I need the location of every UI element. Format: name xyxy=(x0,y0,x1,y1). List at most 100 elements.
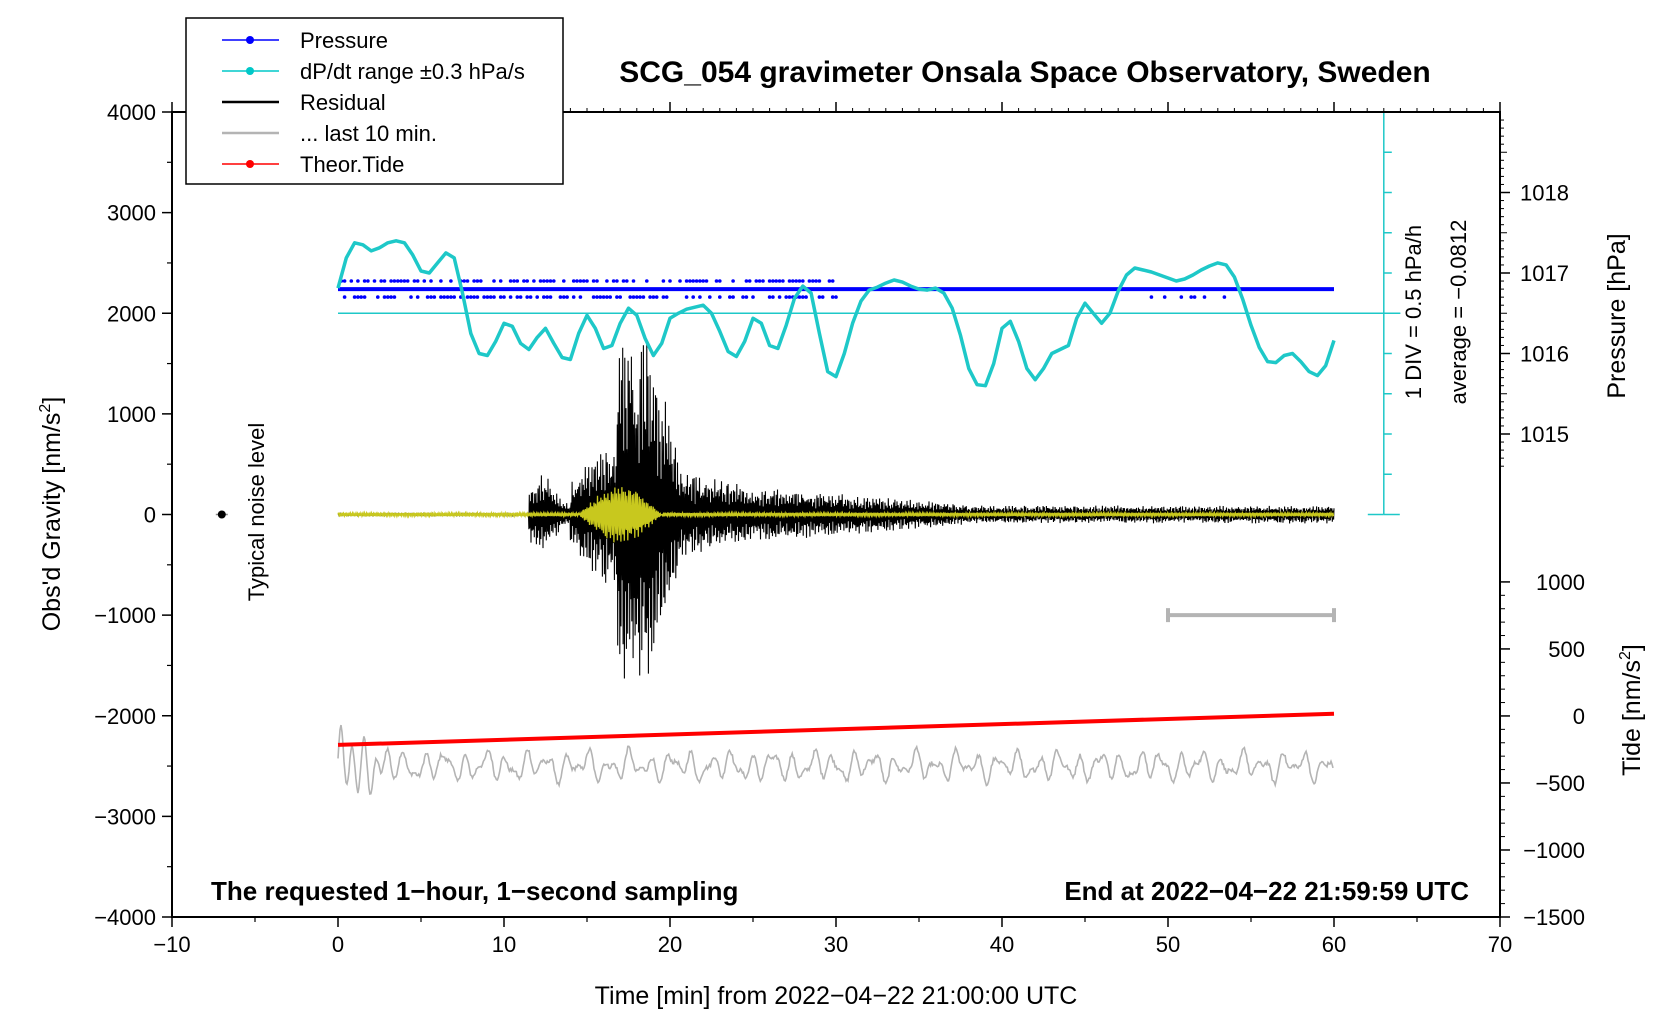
series-last10-line xyxy=(337,724,1334,796)
pressure-dot xyxy=(801,279,805,283)
pressure-dot xyxy=(498,279,503,283)
legend: Pressure dP/dt range ±0.3 hPa/s Residual… xyxy=(185,17,564,185)
pressure-axis-label: Pressure [hPa] xyxy=(1603,233,1631,398)
series-dpdt-line xyxy=(336,239,1336,388)
x-tick-label: 40 xyxy=(990,932,1014,957)
pressure-tick-label: 1018 xyxy=(1520,181,1569,206)
pressure-dot xyxy=(429,279,433,283)
pressure-dot xyxy=(532,279,536,283)
pressure-dot xyxy=(492,279,496,283)
pressure-dot xyxy=(747,279,752,283)
x-tick-label: −10 xyxy=(153,932,190,957)
pressure-dot xyxy=(611,279,616,283)
tide-tick-label: −500 xyxy=(1535,771,1585,796)
pressure-axis-ticks: 1015 1016 1017 1018 xyxy=(1500,119,1569,467)
pressure-dot xyxy=(372,279,377,283)
pressure-dot xyxy=(698,279,702,283)
legend-label-dpdt: dP/dt range ±0.3 hPa/s xyxy=(300,59,525,84)
legend-label-last10: ... last 10 min. xyxy=(300,121,437,146)
legend-label-pressure: Pressure xyxy=(300,28,388,53)
pressure-dot xyxy=(648,295,652,299)
legend-label-residual: Residual xyxy=(300,90,386,115)
pressure-dot xyxy=(631,295,636,299)
pressure-dot xyxy=(399,279,403,283)
pressure-dot xyxy=(386,295,390,299)
pressure-dot xyxy=(820,295,825,299)
pressure-dot xyxy=(668,279,672,283)
legend-entry-residual: Residual xyxy=(222,90,386,115)
pressure-dot xyxy=(362,279,367,283)
pressure-dot xyxy=(651,295,656,299)
pressure-dot xyxy=(515,279,520,283)
pressure-dot xyxy=(565,295,569,299)
pressure-dot xyxy=(525,295,529,299)
pressure-dot xyxy=(704,279,709,283)
pressure-dot xyxy=(807,279,812,283)
pressure-dot xyxy=(485,295,490,299)
pressure-dot xyxy=(359,295,364,299)
pressure-dot xyxy=(542,295,546,299)
tide-axis-label-main: Tide [nm/s xyxy=(1618,660,1646,776)
y-tick-label: 0 xyxy=(144,503,156,528)
bottom-right-annotation: End at 2022−04−22 21:59:59 UTC xyxy=(1064,876,1469,906)
pressure-dot xyxy=(741,295,745,299)
pressure-dot xyxy=(767,295,772,299)
pressure-dot xyxy=(761,279,765,283)
x-tick-label: 60 xyxy=(1322,932,1346,957)
pressure-dot xyxy=(744,295,749,299)
x-tick-label: 10 xyxy=(492,932,516,957)
pressure-dot xyxy=(744,279,749,283)
y-tick-label: −2000 xyxy=(94,704,156,729)
tide-tick-label: 500 xyxy=(1548,637,1585,662)
pressure-dot xyxy=(442,295,447,299)
pressure-dot xyxy=(615,295,619,299)
pressure-dot xyxy=(585,279,589,283)
pressure-dot xyxy=(352,295,357,299)
pressure-dot xyxy=(475,279,480,283)
y-tick-label: 1000 xyxy=(107,402,156,427)
pressure-dot xyxy=(1149,295,1154,299)
series-tide-line xyxy=(337,711,1335,747)
legend-label-tide: Theor.Tide xyxy=(300,152,404,177)
pressure-dot xyxy=(771,295,775,299)
pressure-dot xyxy=(578,279,583,283)
pressure-dot xyxy=(502,295,506,299)
pressure-dot xyxy=(439,295,443,299)
pressure-dot xyxy=(415,279,420,283)
pressure-dot xyxy=(751,295,755,299)
pressure-dot xyxy=(445,295,450,299)
pressure-dot xyxy=(757,279,762,283)
pressure-dot xyxy=(558,295,563,299)
y-tick-label: 3000 xyxy=(107,201,156,226)
y-axis-label-left-main: Obs'd Gravity [nm/s xyxy=(38,413,66,632)
pressure-dot xyxy=(830,279,835,283)
pressure-dot xyxy=(472,279,476,283)
pressure-dot xyxy=(498,295,503,299)
pressure-dot xyxy=(552,279,556,283)
pressure-dot xyxy=(542,279,546,283)
pressure-dot xyxy=(811,279,815,283)
y-tick-label: 4000 xyxy=(107,100,156,125)
x-tick-label: 50 xyxy=(1156,932,1180,957)
pressure-dot xyxy=(382,279,387,283)
pressure-dot xyxy=(545,279,549,283)
pressure-dot xyxy=(797,295,802,299)
div-label: 1 DIV = 0.5 hPa/h xyxy=(1401,225,1426,399)
tide-axis-label-end: ] xyxy=(1618,644,1646,651)
pressure-dot xyxy=(661,295,666,299)
pressure-dot xyxy=(452,295,457,299)
pressure-dot xyxy=(528,295,533,299)
pressure-dot xyxy=(661,279,666,283)
pressure-dot xyxy=(545,295,549,299)
pressure-dot xyxy=(794,279,798,283)
pressure-dot xyxy=(684,295,689,299)
pressure-dot xyxy=(787,279,792,283)
pressure-dot xyxy=(595,279,599,283)
pressure-dot xyxy=(621,279,626,283)
pressure-dot xyxy=(791,279,795,283)
tide-tick-label: −1000 xyxy=(1523,838,1585,863)
pressure-dot xyxy=(518,295,523,299)
x-axis-label: Time [min] from 2022−04−22 21:00:00 UTC xyxy=(595,982,1078,1010)
pressure-dot xyxy=(379,279,384,283)
pressure-dot xyxy=(618,295,622,299)
